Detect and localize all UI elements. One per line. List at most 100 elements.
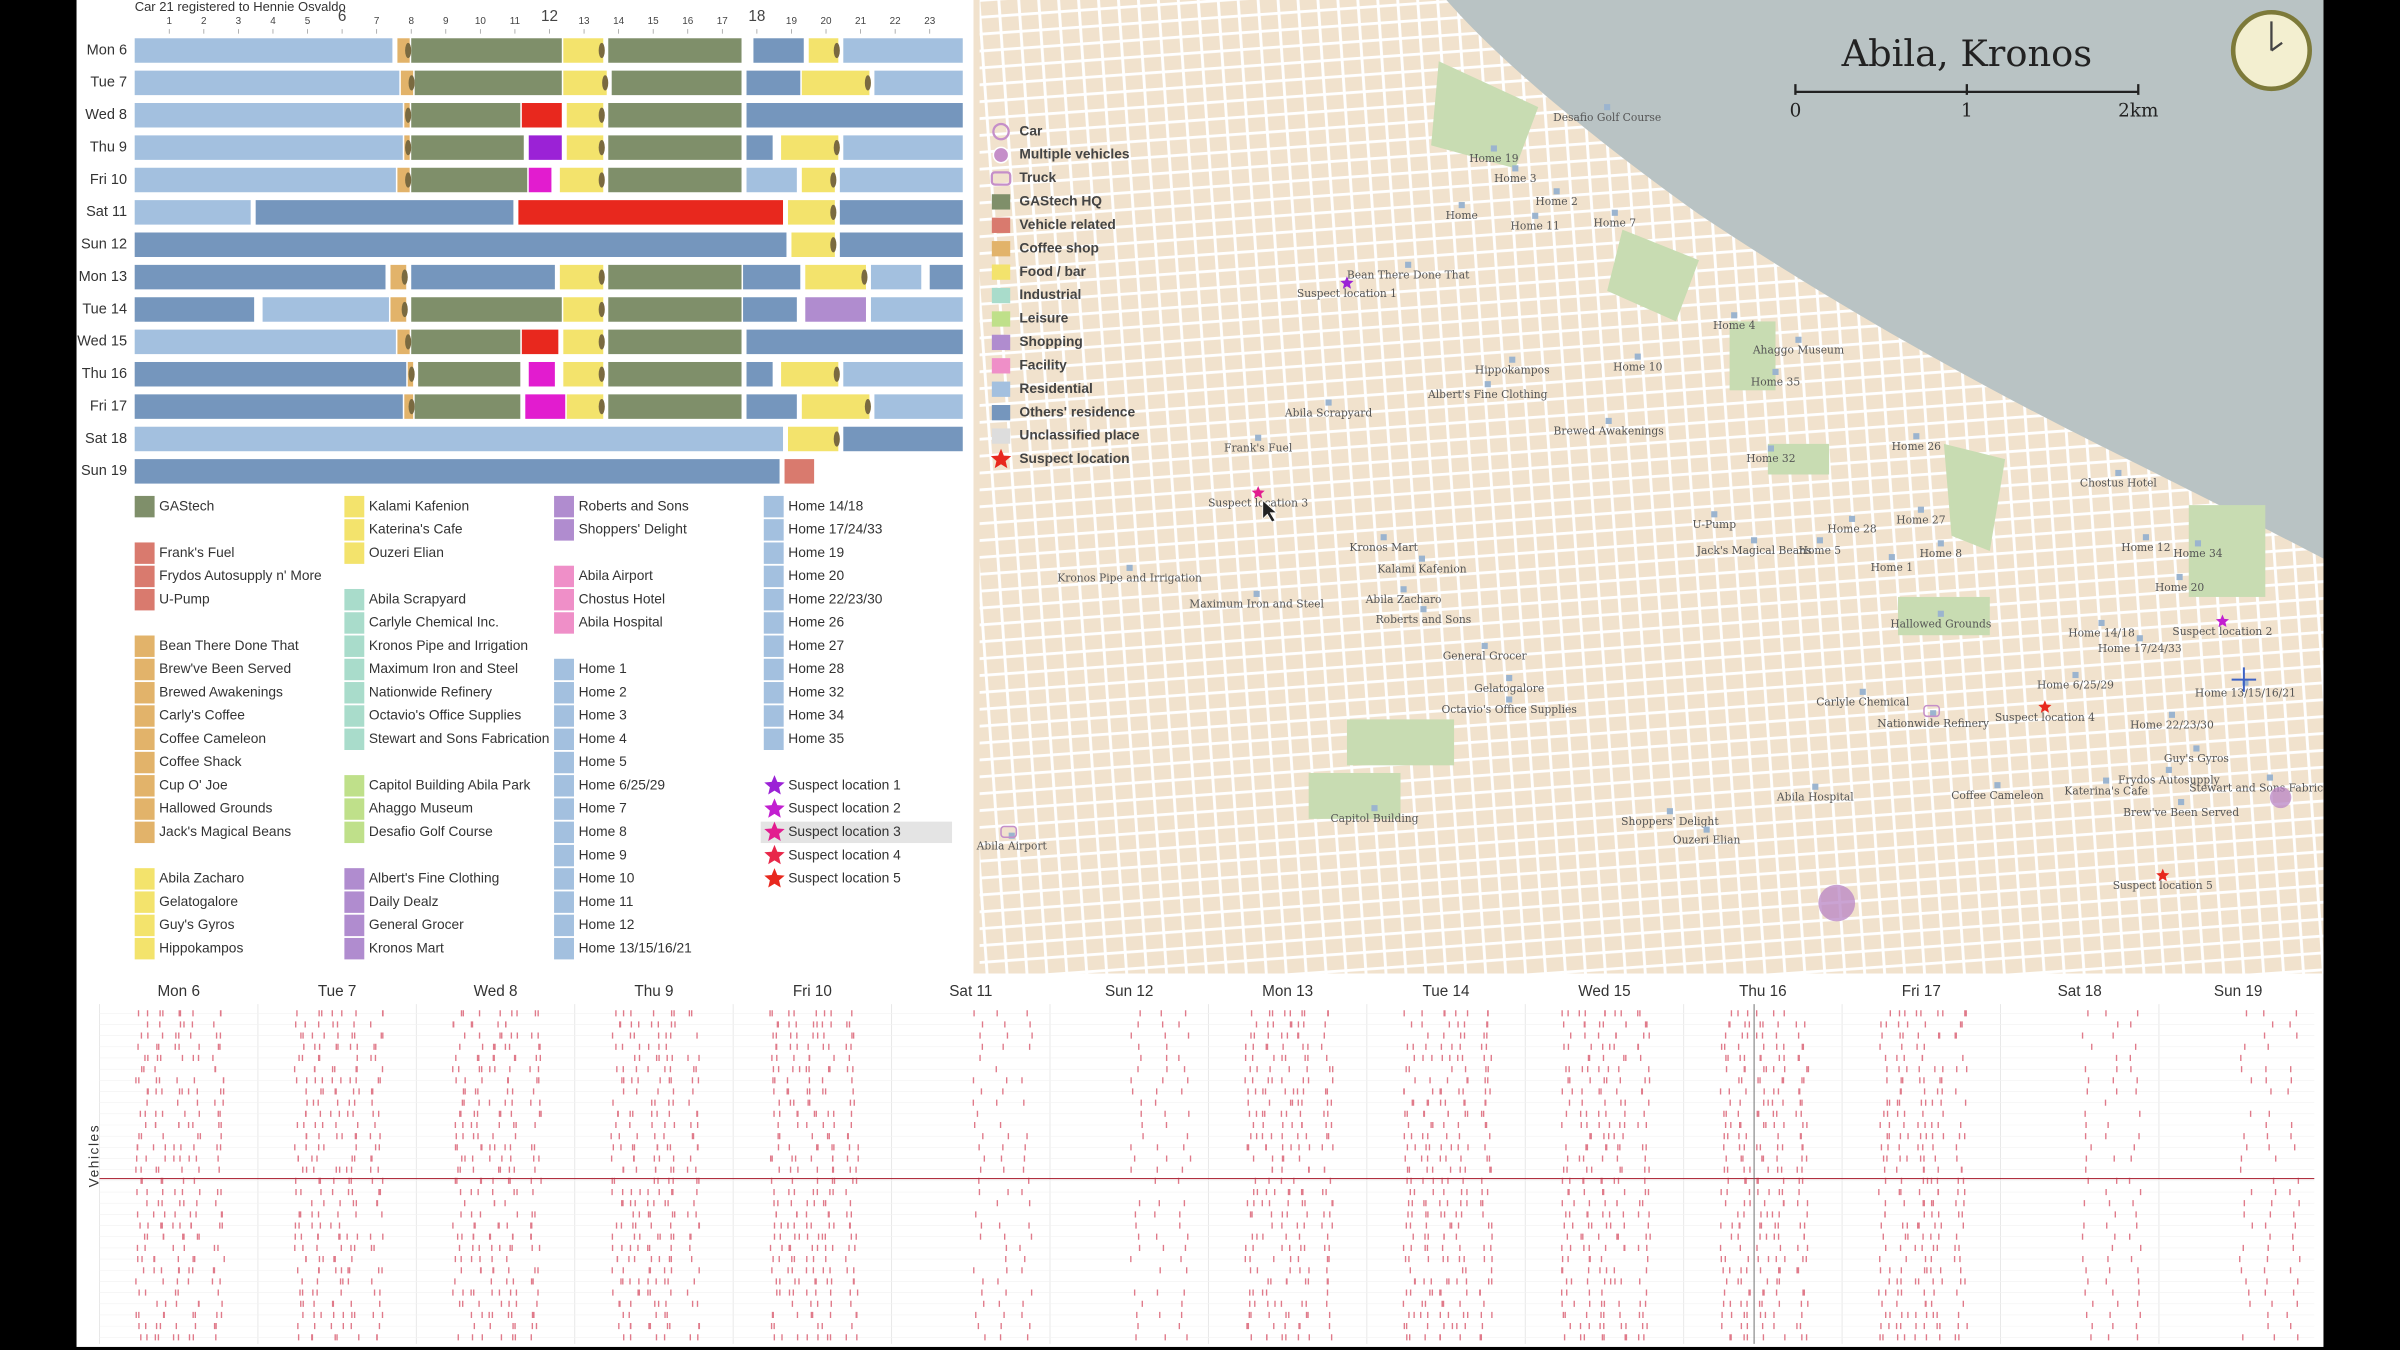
legend-symbol — [991, 264, 1011, 280]
stay-segment — [262, 297, 389, 322]
place-label: Abila Airport — [976, 839, 1048, 852]
legend-label: Home 19 — [788, 545, 844, 560]
stop-ticks — [2239, 1010, 2301, 1341]
vehicle-cluster[interactable] — [1000, 667, 2292, 922]
map-title: Abila, Kronos — [1841, 32, 2092, 75]
legend-label: Ahaggo Museum — [369, 801, 473, 816]
legend-label: Abila Hospital — [579, 615, 663, 630]
stay-segment — [608, 167, 742, 193]
legend-swatch — [554, 612, 574, 634]
stay-segment — [746, 70, 801, 96]
stay-segment — [255, 200, 514, 225]
legend-label: Home 27 — [788, 638, 844, 653]
legend-swatch — [763, 612, 784, 634]
stay-segment — [521, 103, 562, 128]
legend-label: Home 32 — [788, 684, 844, 699]
legend-symbol — [991, 358, 1011, 374]
place-marker — [1484, 381, 1491, 388]
place-marker — [1848, 515, 1856, 522]
legend-label: U-Pump — [159, 591, 210, 606]
stop-ticks — [1719, 1010, 1810, 1341]
stay-segment — [608, 329, 742, 355]
place-marker — [1400, 586, 1407, 593]
legend-star — [764, 775, 785, 795]
legend-swatch — [344, 682, 365, 704]
stay-segment — [134, 459, 780, 484]
legend-label: Daily Dealz — [369, 894, 439, 909]
map-legend-label: Food / bar — [1019, 264, 1086, 279]
hour-tick-label: 19 — [786, 16, 798, 27]
stay-segment — [134, 297, 255, 322]
stay-segment — [874, 70, 963, 96]
hour-tick-label: 21 — [855, 16, 867, 27]
map-legend-label: Suspect location — [1019, 451, 1129, 466]
day-label: Sat 18 — [85, 431, 127, 447]
place-label: Maximum Iron and Steel — [1189, 598, 1324, 611]
stay-end — [864, 398, 871, 415]
stop-ticks — [972, 1010, 1033, 1341]
stay-segment — [525, 394, 566, 419]
hour-tick-label: 15 — [648, 16, 660, 27]
legend-symbol — [991, 217, 1011, 233]
stay-segment — [746, 167, 797, 193]
place-label: Ouzeri Elian — [1673, 833, 1741, 846]
place-marker — [1917, 506, 1924, 513]
legend-label: Albert's Fine Clothing — [369, 871, 499, 886]
stay-segment — [134, 264, 386, 290]
place-marker — [1994, 782, 2001, 789]
stay-segment — [839, 200, 963, 225]
stay-segment — [411, 103, 521, 128]
legend-label: Abila Airport — [579, 568, 653, 583]
legend-label: Desafio Golf Course — [369, 824, 493, 839]
place-label: U-Pump — [1693, 518, 1737, 531]
place-label: Kronos Pipe and Irrigation — [1057, 572, 1202, 585]
legend-label: Home 26 — [788, 615, 844, 630]
day-label: Sun 19 — [2214, 983, 2262, 1000]
legend-swatch — [763, 542, 784, 564]
legend-swatch — [344, 658, 365, 681]
legend-label: Home 8 — [579, 824, 628, 839]
legend-swatch — [554, 682, 574, 704]
cursor — [1262, 499, 1278, 523]
legend-swatch — [554, 844, 574, 867]
place-marker — [1812, 783, 1819, 790]
stay-segment — [414, 70, 562, 96]
stay-segment — [781, 361, 839, 387]
legend-label: GAStech — [159, 498, 214, 513]
day-label: Wed 15 — [1578, 983, 1630, 1000]
stop-ticks — [293, 1010, 384, 1341]
day-label: Sun 19 — [81, 463, 127, 479]
legend-swatch — [554, 658, 574, 681]
legend-label: Suspect location 3 — [788, 824, 901, 839]
legend-swatch — [554, 495, 574, 518]
stay-segment — [787, 426, 839, 452]
place-marker — [2072, 671, 2079, 679]
legend-label: Home 3 — [579, 708, 628, 723]
legend-label: Frydos Autosupply n' More — [159, 568, 322, 583]
place-label: Home 28 — [1827, 523, 1876, 536]
stop-ticks — [610, 1010, 701, 1341]
day-label: Fri 17 — [1902, 983, 1941, 1000]
stay-end — [830, 172, 837, 188]
legend-swatch — [554, 519, 574, 541]
day-label: Sat 18 — [2058, 983, 2102, 1000]
day-label: Mon 13 — [79, 269, 127, 285]
stay-segment — [134, 167, 396, 193]
legend-label: Kalami Kafenion — [369, 498, 469, 513]
stay-segment — [563, 361, 604, 387]
place-marker — [1731, 312, 1738, 319]
stay-segment — [608, 264, 742, 290]
legend-swatch — [763, 635, 784, 657]
stay-end — [598, 398, 605, 415]
legend-label: Guy's Gyros — [159, 917, 234, 932]
stay-segment — [839, 167, 963, 193]
legend-label: Chostus Hotel — [579, 591, 665, 606]
stay-end — [598, 42, 605, 59]
stay-segment — [518, 200, 784, 225]
stay-end — [833, 431, 840, 447]
legend-symbol — [990, 171, 1012, 186]
stay-segment — [528, 361, 555, 387]
legend-swatch — [134, 751, 155, 774]
hour-tick-label: 13 — [579, 16, 591, 27]
place-label: Home 3 — [1494, 172, 1537, 185]
